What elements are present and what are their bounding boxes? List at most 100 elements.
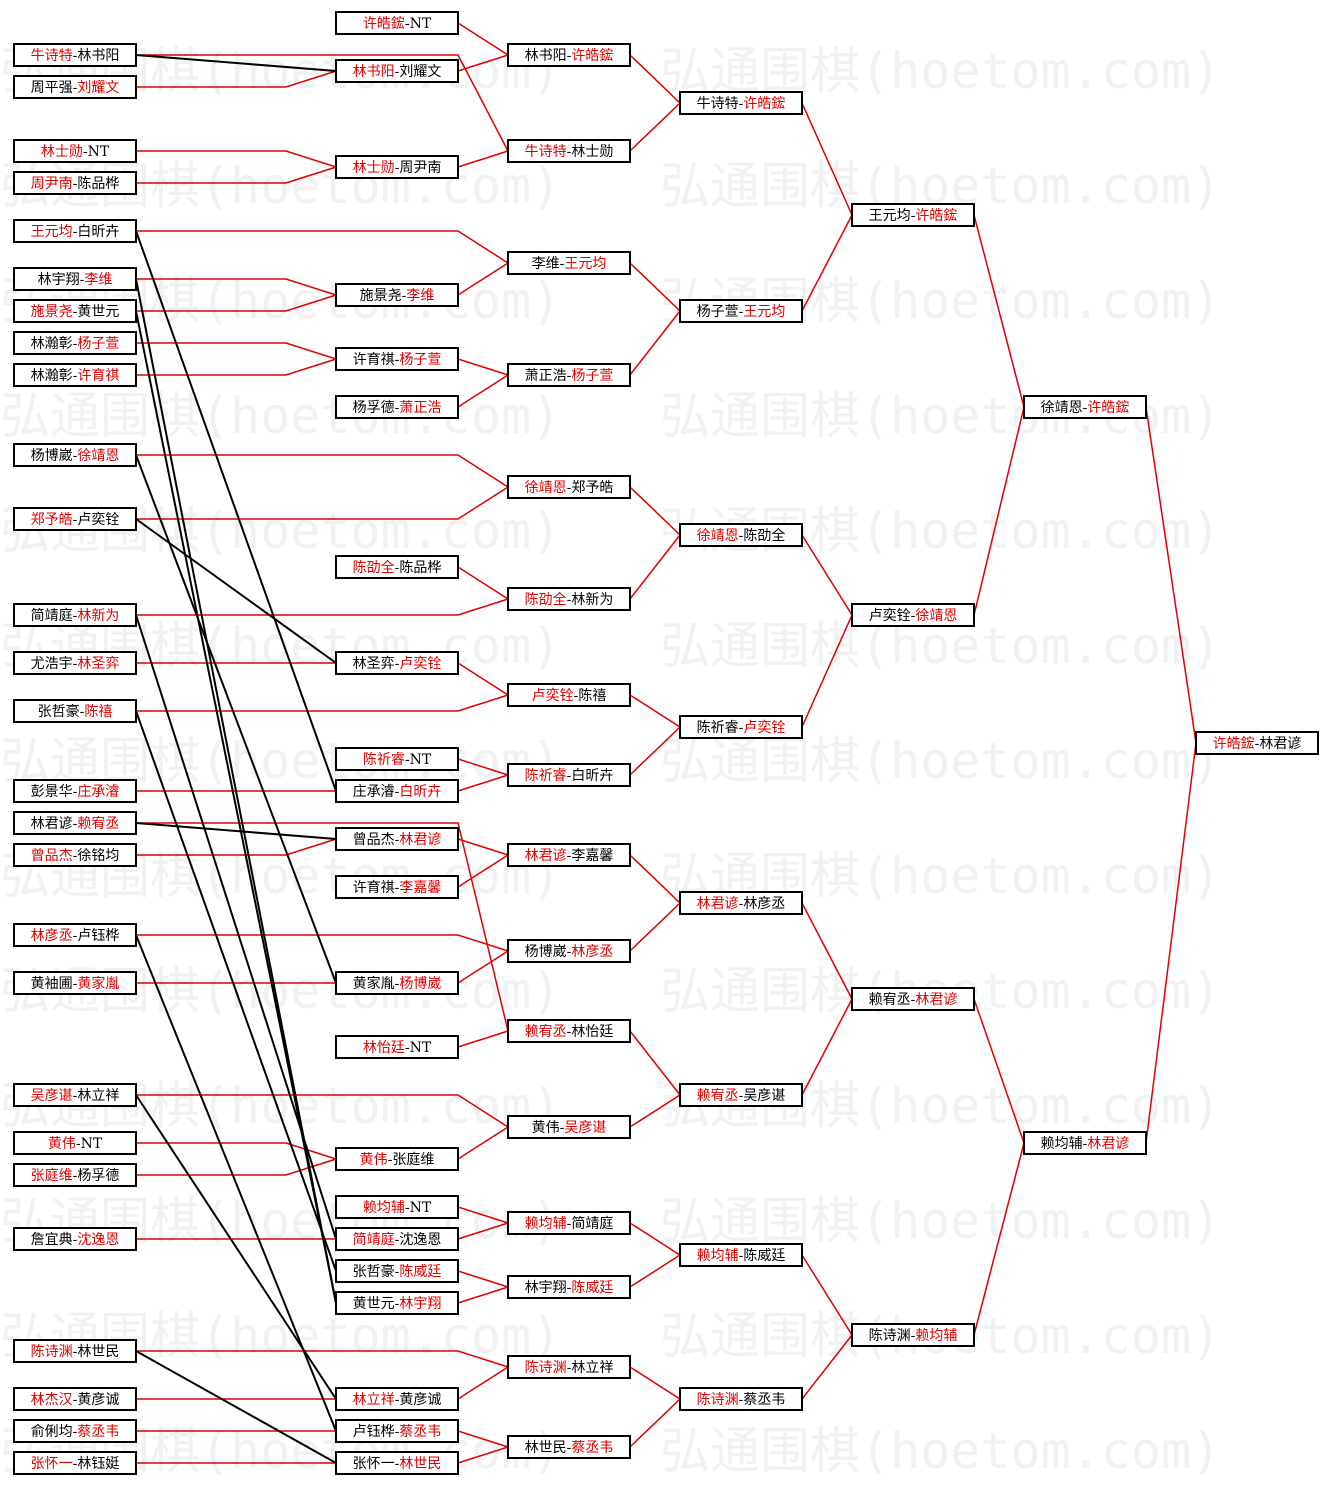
separator: - <box>395 976 400 992</box>
player-name: 萧正浩 <box>525 368 567 384</box>
match-box: 施景尧-李维 <box>335 283 459 307</box>
box-frame <box>13 843 137 867</box>
player-name: 陈劭全 <box>525 591 567 608</box>
player-name: 林君谚 <box>399 832 441 848</box>
box-frame <box>335 395 459 419</box>
match-label: 陈劭全-陈品桦 <box>353 559 442 576</box>
match-label: 卢奕铨-徐靖恩 <box>869 608 958 624</box>
player-name: 陈诗渊 <box>869 1327 911 1344</box>
player-name: 施景尧 <box>31 304 73 320</box>
match-box: 徐靖恩-许皓鋐 <box>1023 395 1147 419</box>
box-frame <box>679 523 803 547</box>
player-name: 卢奕铨 <box>743 720 785 736</box>
match-box: 詹宜典-沈逸恩 <box>13 1227 137 1251</box>
match-box: 许皓鋐-NT <box>335 11 459 35</box>
match-box: 林怡廷-NT <box>335 1035 459 1059</box>
player-name: 张怀一 <box>353 1456 395 1472</box>
box-frame <box>1023 395 1147 419</box>
match-box: 黄袖圃-黄家胤 <box>13 971 137 995</box>
player-name: 李嘉馨 <box>399 880 441 896</box>
advance-line <box>629 854 681 904</box>
box-frame <box>335 1195 459 1219</box>
match-box: 张怀一-林世民 <box>335 1451 459 1475</box>
player-name: 许育祺 <box>353 352 395 368</box>
match-label: 牛诗特-林士勋 <box>525 144 614 160</box>
match-box: 林立祥-黄彦诚 <box>335 1387 459 1411</box>
player-name: 许皓鋐 <box>1087 400 1129 416</box>
player-name: 杨子萱 <box>399 352 441 368</box>
player-name: 白昕卉 <box>77 224 119 240</box>
watermark: 弘通围棋(hoetom.com) <box>660 42 1221 100</box>
player-name: 赖均辅 <box>915 1328 957 1344</box>
box-frame <box>13 603 137 627</box>
separator: - <box>395 880 400 896</box>
match-label: 赖均辅-林君谚 <box>1041 1136 1130 1152</box>
advance-line <box>629 726 681 776</box>
box-frame <box>13 651 137 675</box>
player-name: 陈祈睿 <box>697 719 739 736</box>
drop-line <box>135 310 337 1304</box>
player-name: 陈祈睿 <box>525 767 567 784</box>
player-name: 陈劭全 <box>353 559 395 576</box>
player-name: 白昕卉 <box>399 784 441 800</box>
player-name: 吴彦谌 <box>31 1088 73 1104</box>
match-label: 曾品杰-林君谚 <box>353 832 442 848</box>
match-box: 赖宥丞-林怡廷 <box>507 1019 631 1043</box>
player-name: 林瀚彰 <box>31 335 73 352</box>
advance-line <box>629 534 681 600</box>
player-name: 黄世元 <box>353 1295 395 1312</box>
player-name: 林君谚 <box>697 896 739 912</box>
separator: - <box>560 1120 565 1136</box>
box-frame <box>507 1211 631 1235</box>
match-label: 陈诗渊-林世民 <box>31 1343 120 1360</box>
separator: - <box>395 560 400 576</box>
box-frame <box>507 587 631 611</box>
player-name: 赖宥丞 <box>697 1087 739 1104</box>
match-box: 吴彦谌-林立祥 <box>13 1083 137 1107</box>
advance-line <box>136 230 509 264</box>
match-label: 林立祥-黄彦诚 <box>353 1391 442 1408</box>
match-box: 施景尧-黄世元 <box>13 299 137 323</box>
match-box: 赖均辅-陈威廷 <box>679 1243 803 1267</box>
match-box: 许育祺-李嘉馨 <box>335 875 459 899</box>
separator: - <box>73 1456 78 1472</box>
advance-line <box>629 1398 681 1448</box>
advance-line <box>801 902 853 1000</box>
box-frame <box>851 987 975 1011</box>
box-frame <box>507 843 631 867</box>
match-label: 张哲豪-陈禧 <box>38 703 113 720</box>
player-name: 林新为 <box>77 608 119 624</box>
separator: - <box>567 368 572 384</box>
match-box: 杨博崴-徐靖恩 <box>13 443 137 467</box>
match-label: 施景尧-李维 <box>360 288 435 304</box>
match-label: 林瀚彰-杨子萱 <box>31 335 120 352</box>
player-name: 陈威廷 <box>571 1279 613 1296</box>
player-name: 卢钰桦 <box>353 1424 395 1440</box>
match-label: 林彦丞-卢钰桦 <box>31 928 120 944</box>
advance-line <box>136 1142 337 1160</box>
separator: - <box>73 1424 78 1440</box>
player-name: 林钰娗 <box>77 1456 119 1472</box>
player-name: 周尹南 <box>31 176 73 192</box>
separator: - <box>567 592 572 608</box>
player-name: 沈逸恩 <box>77 1232 119 1248</box>
match-box: 尤浩宇-林圣弈 <box>13 651 137 675</box>
player-name: 牛诗特 <box>31 48 73 64</box>
player-name: 陈品桦 <box>399 559 441 576</box>
box-frame <box>851 203 975 227</box>
match-box: 林杰汉-黄彦诚 <box>13 1387 137 1411</box>
advance-line <box>457 54 509 72</box>
player-name: NT <box>410 16 432 32</box>
player-name: 施景尧 <box>360 288 402 304</box>
advance-line <box>457 1126 509 1160</box>
box-frame <box>335 1291 459 1315</box>
player-name: NT <box>81 1136 103 1152</box>
box-frame <box>13 1131 137 1155</box>
player-name: 林士勋 <box>353 160 395 176</box>
separator: - <box>80 704 85 720</box>
player-name: 林书阳 <box>353 64 395 80</box>
player-name: 许皓鋐 <box>915 208 957 224</box>
player-name: NT <box>410 752 432 768</box>
match-box: 赖均辅-林君谚 <box>1023 1131 1147 1155</box>
advance-line <box>629 1366 681 1400</box>
